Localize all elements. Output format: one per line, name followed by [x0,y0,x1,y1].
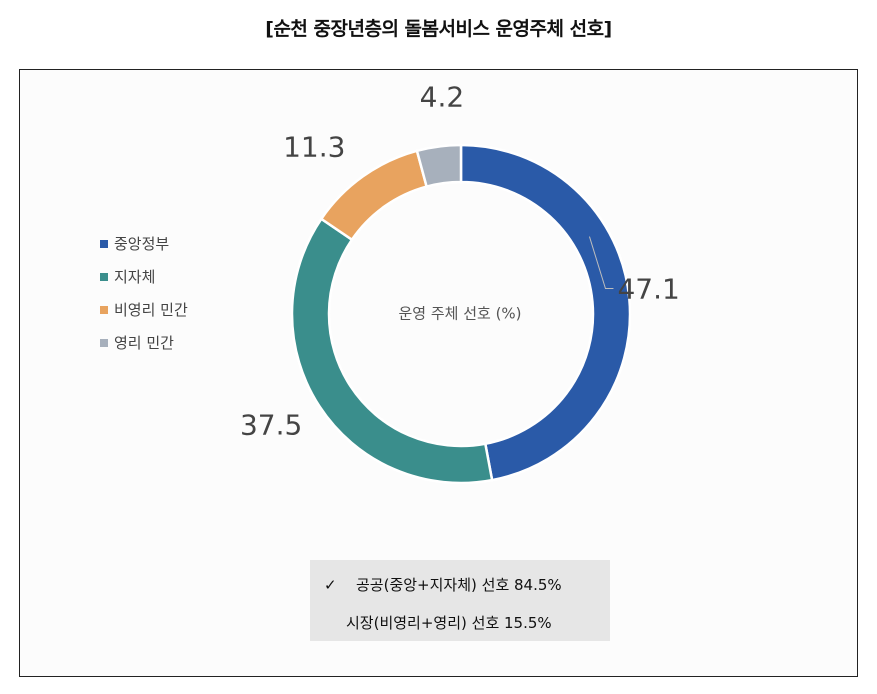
legend-swatch-nonprofit [100,305,108,314]
legend-swatch-forprofit [100,338,108,347]
legend-item-central-gov: 중앙정부 [100,227,188,260]
slice-nonprofit [319,149,429,242]
slice-forprofit [415,143,463,189]
value-label-local-gov: 37.5 [240,409,302,442]
chart-frame: 47.1 37.5 11.3 4.2 운영 주체 선호 (%) 중앙정부 지자체 비영… [19,69,858,677]
legend-swatch-central-gov [100,239,108,248]
value-label-forprofit: 4.2 [420,81,465,114]
value-labels-layer: 47.1 37.5 11.3 4.2 [240,81,680,442]
slice-local-gov [290,217,494,485]
value-label-central-gov: 47.1 [617,273,679,306]
legend-item-local-gov: 지자체 [100,260,188,293]
summary-market-text: 시장(비영리+영리) 선호 15.5% [346,614,552,632]
check-icon: ✓ [324,576,337,594]
summary-public-text: 공공(중앙+지자체) 선호 84.5% [356,576,562,594]
legend-label-central-gov: 중앙정부 [114,235,170,253]
leader-line-central-gov [588,236,614,290]
slices-layer [290,143,632,485]
legend-swatch-local-gov [100,272,108,281]
value-label-nonprofit: 11.3 [283,130,345,163]
legend-label-forprofit: 영리 민간 [114,334,174,352]
center-label: 운영 주체 선호 (%) [398,305,521,323]
legend-label-nonprofit: 비영리 민간 [114,301,188,319]
legend-item-forprofit: 영리 민간 [100,326,188,359]
donut-chart: 47.1 37.5 11.3 4.2 운영 주체 선호 (%) [240,81,680,485]
summary-public: ✓ 공공(중앙+지자체) 선호 84.5% [324,574,562,595]
summary-box: ✓ 공공(중앙+지자체) 선호 84.5% 시장(비영리+영리) 선호 15.5% [310,560,610,641]
slice-central-gov [459,143,632,482]
legend: 중앙정부 지자체 비영리 민간 영리 민간 [100,227,188,359]
page-title: [순천 중장년층의 돌봄서비스 운영주체 선호] [265,18,612,40]
legend-label-local-gov: 지자체 [114,268,156,286]
legend-item-nonprofit: 비영리 민간 [100,293,188,326]
